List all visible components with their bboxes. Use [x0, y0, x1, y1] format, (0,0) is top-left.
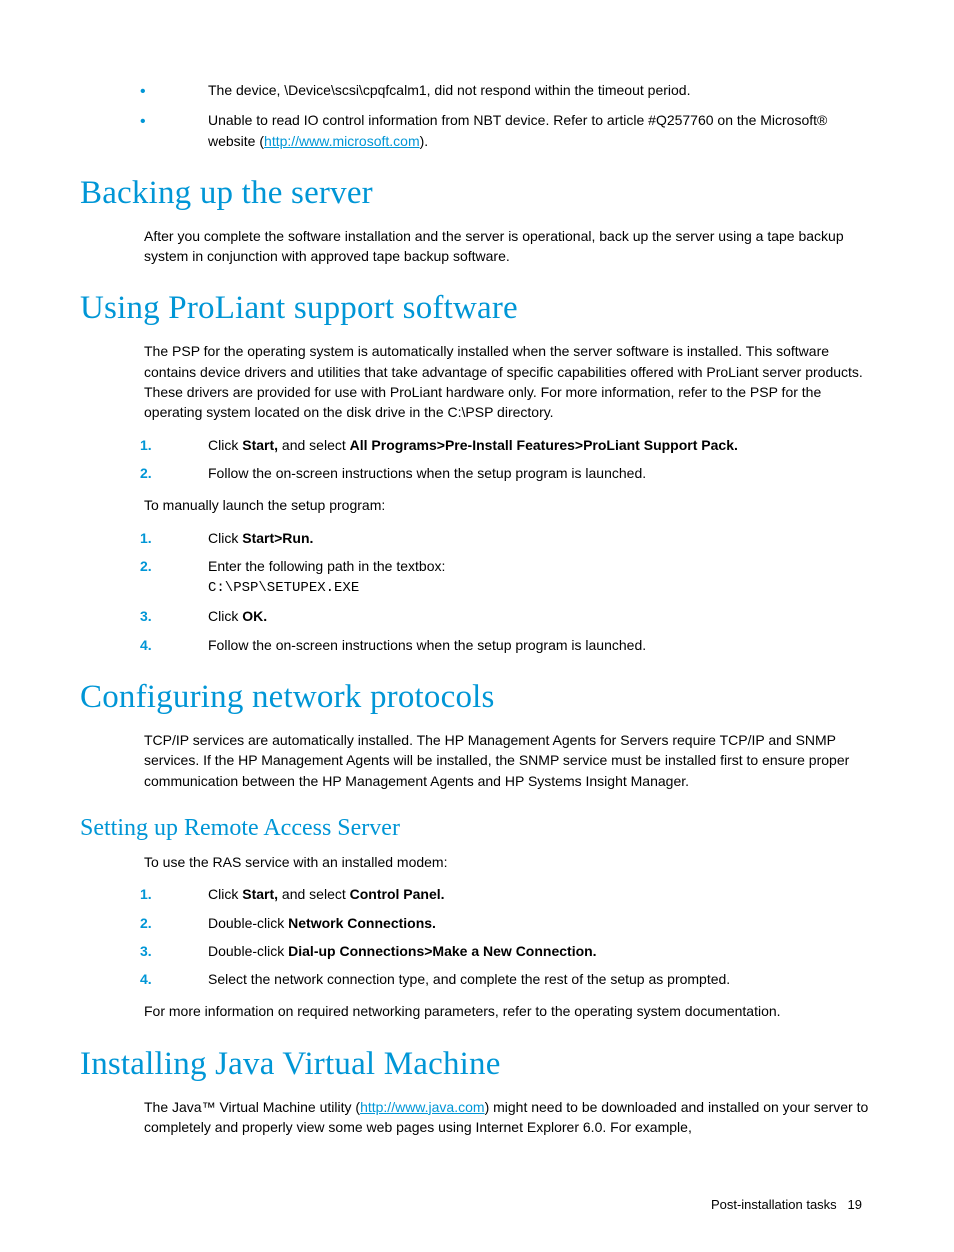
heading-java: Installing Java Virtual Machine	[80, 1046, 874, 1083]
list-item: Follow the on-screen instructions when t…	[184, 635, 874, 655]
microsoft-link[interactable]: http://www.microsoft.com	[264, 133, 420, 149]
body-text: The PSP for the operating system is auto…	[80, 341, 874, 422]
bullet-suffix: ).	[420, 133, 429, 149]
intro-bullet-list: The device, \Device\scsi\cpqfcalm1, did …	[80, 80, 874, 151]
body-text: TCP/IP services are automatically instal…	[80, 730, 874, 791]
footer-section: Post-installation tasks	[711, 1197, 837, 1212]
proliant-list-1: Click Start, and select All Programs>Pre…	[80, 435, 874, 484]
list-item: Follow the on-screen instructions when t…	[184, 463, 874, 483]
proliant-list-2: Click Start>Run. Enter the following pat…	[80, 528, 874, 655]
list-item: Select the network connection type, and …	[184, 969, 874, 989]
body-text: To manually launch the setup program:	[80, 495, 874, 515]
list-item: Click Start>Run.	[184, 528, 874, 548]
list-item: Click Start, and select All Programs>Pre…	[184, 435, 874, 455]
page-footer: Post-installation tasks 19	[80, 1197, 874, 1212]
bullet-item: The device, \Device\scsi\cpqfcalm1, did …	[184, 80, 874, 100]
list-item: Enter the following path in the textbox:…	[184, 556, 874, 599]
list-item: Double-click Dial-up Connections>Make a …	[184, 941, 874, 961]
list-item: Click OK.	[184, 606, 874, 626]
body-text: After you complete the software installa…	[80, 226, 874, 267]
body-text: The Java™ Virtual Machine utility (http:…	[80, 1097, 874, 1138]
body-text: To use the RAS service with an installed…	[80, 852, 874, 872]
heading-backing-up: Backing up the server	[80, 175, 874, 212]
java-link[interactable]: http://www.java.com	[360, 1099, 485, 1115]
ras-list: Click Start, and select Control Panel. D…	[80, 884, 874, 989]
body-text: For more information on required network…	[80, 1001, 874, 1021]
list-item: Click Start, and select Control Panel.	[184, 884, 874, 904]
code-path: C:\PSP\SETUPEX.EXE	[208, 580, 359, 596]
bullet-text: The device, \Device\scsi\cpqfcalm1, did …	[208, 82, 690, 98]
heading-network: Configuring network protocols	[80, 679, 874, 716]
list-item: Double-click Network Connections.	[184, 913, 874, 933]
bullet-item: Unable to read IO control information fr…	[184, 110, 874, 151]
footer-page-number: 19	[848, 1197, 862, 1212]
heading-proliant: Using ProLiant support software	[80, 290, 874, 327]
heading-ras: Setting up Remote Access Server	[80, 815, 874, 842]
